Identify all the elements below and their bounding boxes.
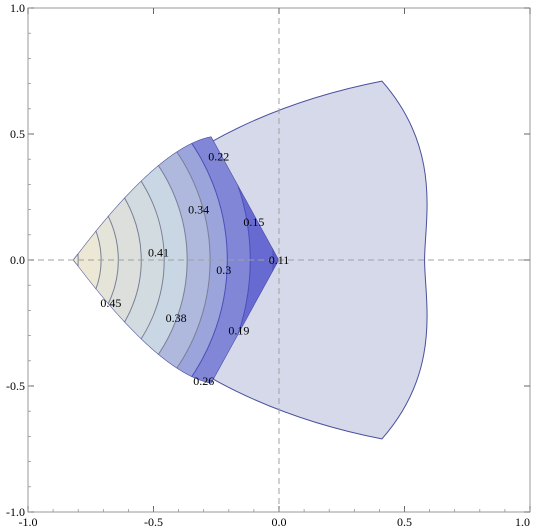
x-tick-label: -1.0: [19, 515, 38, 529]
x-tick-label: 0.5: [397, 515, 412, 529]
contour-label: 0.22: [208, 150, 229, 164]
contour-line: [73, 136, 165, 384]
y-tick-label: -1.0: [6, 505, 25, 519]
contour-labels: 0.45 0.41 0.38 0.34 0.3 0.26 0.22 0.19 0.15 0.11: [100, 150, 289, 388]
contour-line: [73, 136, 228, 384]
contour-label: 0.3: [216, 263, 231, 277]
x-tick-label: 1.0: [515, 515, 530, 529]
contour-label: 0.45: [100, 296, 121, 310]
x-tick-label: 0.0: [272, 515, 287, 529]
contour-line: [73, 136, 188, 384]
contour-label: 0.41: [148, 245, 169, 259]
x-tick-label: -0.5: [144, 515, 163, 529]
contour-label: 0.34: [188, 203, 209, 217]
contour-label: 0.19: [228, 324, 249, 338]
contour-label: 0.11: [269, 253, 290, 267]
y-tick-label: 0.0: [10, 253, 25, 267]
y-axis-ticks: -1.0 -0.5 0.0 0.5 1.0: [6, 1, 530, 519]
y-tick-label: 1.0: [10, 1, 25, 15]
contour-label: 0.26: [193, 374, 214, 388]
contour-label: 0.38: [166, 311, 187, 325]
y-tick-label: -0.5: [6, 379, 25, 393]
y-tick-label: 0.5: [10, 127, 25, 141]
contour-label: 0.15: [243, 215, 264, 229]
